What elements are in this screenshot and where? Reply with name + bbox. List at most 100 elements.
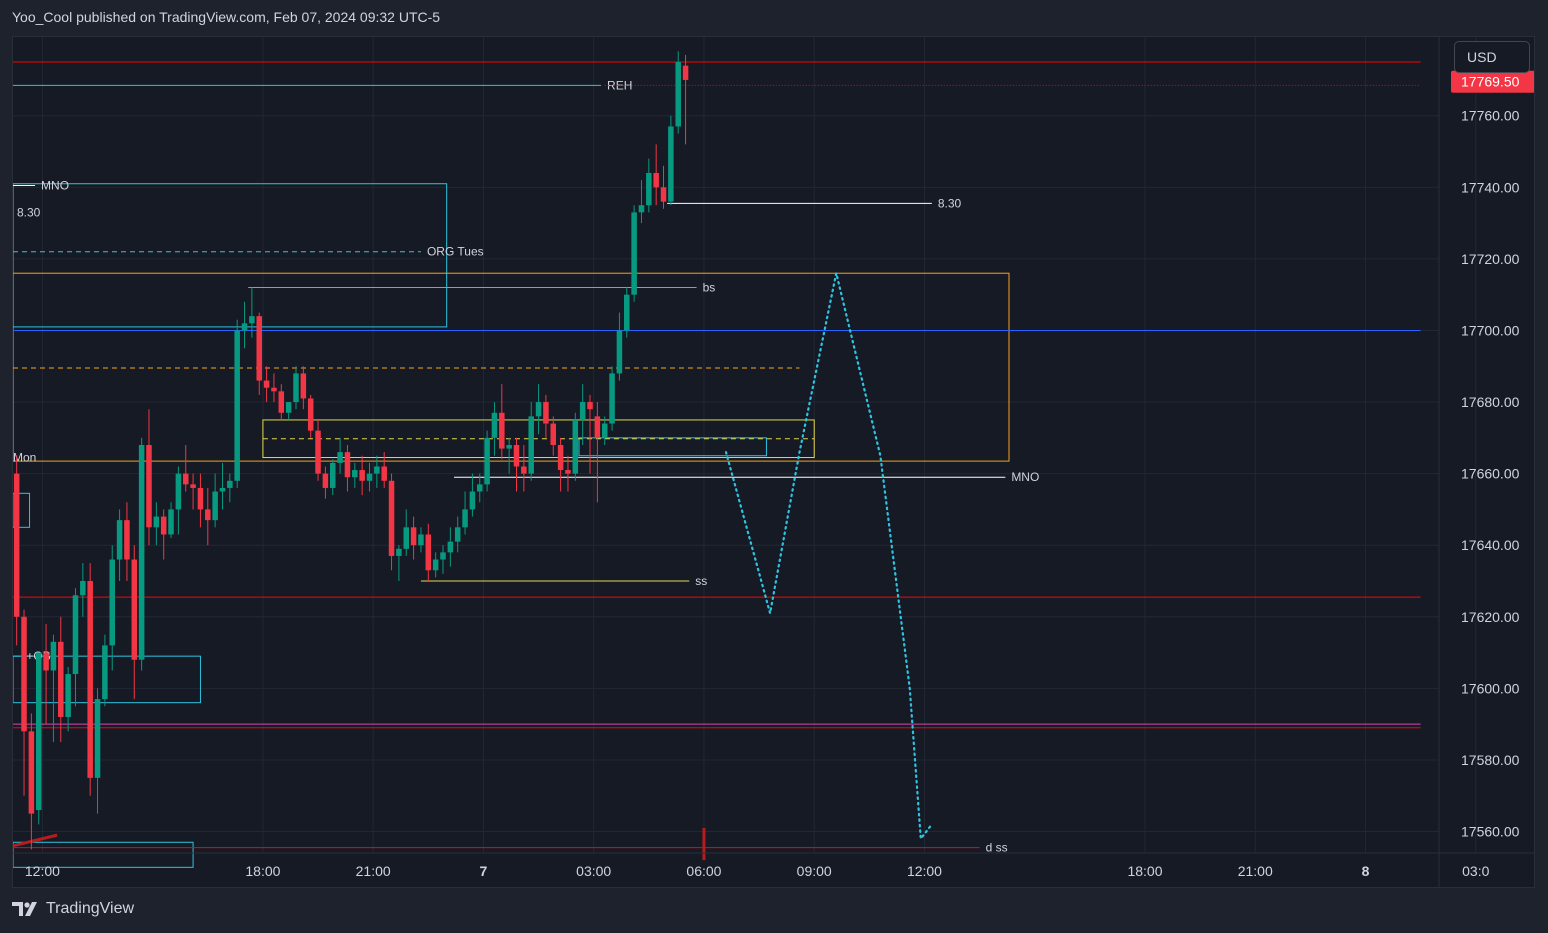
tradingview-logo-icon [12, 902, 37, 916]
candle-body [616, 330, 623, 374]
candle-body [212, 491, 218, 521]
candle-body [263, 380, 270, 388]
candle-body [682, 65, 689, 80]
time-tick-label: 8 [1362, 863, 1370, 879]
candle-body [153, 516, 160, 528]
time-tick-label: 06:00 [686, 863, 721, 879]
candle-body [543, 402, 549, 424]
time-tick-label: 03:00 [576, 863, 611, 879]
candle-body [469, 491, 476, 510]
trendline-stub [13, 833, 58, 848]
candle-body [131, 559, 138, 660]
time-tick-label: 21:00 [1238, 863, 1273, 879]
candle-body [234, 330, 240, 481]
currency-button[interactable]: USD [1454, 41, 1530, 73]
candle-body [205, 509, 211, 521]
candle-body [565, 470, 571, 474]
candle-body [124, 520, 130, 560]
candle-body [175, 473, 182, 510]
candle-body [285, 402, 292, 413]
candle-body [58, 641, 64, 717]
candle-body [256, 316, 262, 381]
candle-body [535, 402, 542, 417]
candle-body [638, 205, 645, 213]
time-tick-label: 18:00 [245, 863, 280, 879]
level-label-bs: bs [703, 281, 716, 295]
candle-body [624, 294, 630, 331]
candle-body [513, 445, 520, 467]
candle-body [609, 373, 615, 424]
price-tick-label: 17580.00 [1461, 752, 1520, 768]
last-price-badge [1451, 70, 1534, 93]
projection-path [724, 272, 933, 842]
candle-body [491, 412, 498, 438]
ob-box-1 [13, 492, 31, 528]
level-label-830-left: 8.30 [17, 205, 41, 219]
level-label-ss: ss [695, 574, 707, 588]
candle-body [646, 173, 652, 206]
level-label-mno-right: MNO [1011, 470, 1039, 484]
time-tick-label: 09:00 [797, 863, 832, 879]
candle-body [388, 480, 395, 556]
price-tick-label: 17640.00 [1461, 537, 1520, 553]
candle-body [219, 487, 226, 492]
zones [13, 183, 1010, 868]
candle-body [418, 534, 424, 546]
candle-body [197, 487, 204, 510]
candle-body [160, 516, 167, 535]
candle-body [366, 473, 373, 481]
candle-body [528, 416, 534, 474]
last-price-label: 17769.50 [1461, 74, 1520, 90]
candle-body [594, 416, 601, 438]
candle-body [43, 652, 49, 671]
time-tick-label: 18:00 [1127, 863, 1162, 879]
candle-body [182, 473, 189, 485]
candle-body [675, 62, 681, 127]
candle-body [102, 645, 108, 700]
candle-body [65, 674, 71, 717]
candle-body [572, 419, 579, 474]
price-tick-label: 17760.00 [1461, 108, 1520, 124]
price-tick-label: 17620.00 [1461, 609, 1520, 625]
level-label-830-right: 8.30 [938, 196, 962, 210]
candle-body [410, 527, 417, 546]
candle-body [484, 437, 490, 485]
candle-body [138, 445, 145, 660]
orange-zone [13, 272, 1010, 462]
bottom-cyan [13, 841, 194, 868]
candle-body [352, 470, 358, 478]
candle-body [425, 534, 432, 571]
grid-lines [13, 37, 1477, 853]
level-label-org-tues: ORG Tues [427, 245, 484, 259]
price-tick-label: 17740.00 [1461, 179, 1520, 195]
candle-body [506, 445, 512, 449]
candle-body [631, 212, 637, 295]
candle-body [278, 391, 285, 413]
time-tick-label: 21:00 [356, 863, 391, 879]
inner-cyan-box [578, 437, 767, 457]
candle-body [87, 581, 93, 778]
candle-body [300, 373, 307, 399]
price-tick-label: 17600.00 [1461, 680, 1520, 696]
price-tick-label: 17720.00 [1461, 251, 1520, 267]
candle-body [271, 387, 277, 392]
candle-body [499, 412, 505, 449]
candle-body [432, 559, 439, 571]
candle-body [227, 480, 233, 488]
publisher-header: Yoo_Cool published on TradingView.com, F… [12, 9, 441, 25]
candle-body [307, 398, 314, 431]
candle-body [579, 402, 586, 420]
candle-body [668, 126, 674, 202]
footer-brand[interactable]: TradingView [12, 900, 134, 918]
candle-body [660, 187, 667, 202]
candles [13, 51, 689, 850]
axes: 17760.00 17740.00 17720.00 17700.00 17680.00… [13, 37, 1534, 887]
candle-body [550, 423, 557, 445]
candle-body [13, 473, 20, 617]
price-tick-label: 17660.00 [1461, 466, 1520, 482]
time-tick-label: 12:00 [25, 863, 60, 879]
candle-body [587, 402, 593, 410]
candle-body [601, 423, 608, 438]
